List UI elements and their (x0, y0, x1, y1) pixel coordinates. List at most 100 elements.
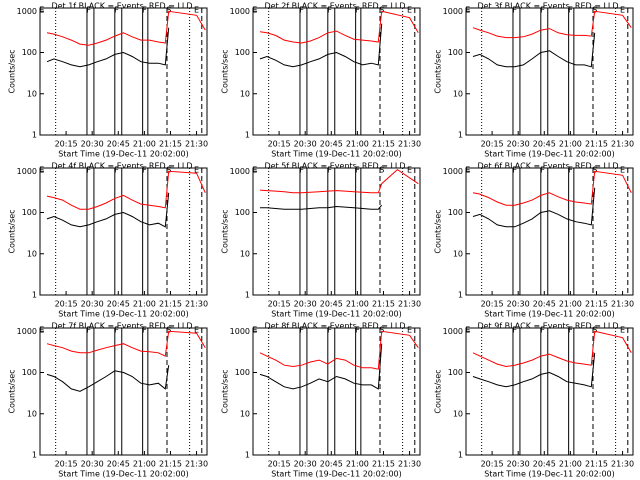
marker-letter: S (592, 6, 597, 15)
x-tick-label: 20:15 (481, 300, 504, 309)
y-tick-label: 100 (22, 48, 37, 57)
y-tick-label: 100 (235, 48, 250, 57)
series-line (46, 192, 170, 228)
chart-title: Det 7f BLACK = Events, RED = LLD (51, 322, 192, 331)
marker-letter: F (512, 326, 517, 335)
plot-frame (252, 327, 421, 456)
y-axis-label: Counts/sec (434, 369, 443, 413)
x-tick-label: 21:00 (346, 140, 369, 149)
marker-letter: E (465, 326, 470, 335)
series-line (472, 352, 596, 388)
series-line (46, 330, 206, 357)
marker-letter: E (39, 6, 44, 15)
y-tick-label: 1 (245, 451, 250, 460)
marker-letter: F (568, 6, 573, 15)
x-axis-label: Start Time (19-Dec-11 20:02:00) (58, 310, 189, 319)
plot-frame (39, 167, 208, 296)
plot-frame (39, 7, 208, 136)
y-axis-label: Counts/sec (8, 369, 17, 413)
marker-letter: E (620, 6, 625, 15)
marker-letter: F (512, 6, 517, 15)
series-line (259, 10, 419, 44)
series-line (46, 10, 206, 46)
marker-letter: F (540, 166, 545, 175)
x-tick-label: 21:30 (611, 460, 634, 469)
x-tick-label: 21:00 (346, 300, 369, 309)
y-tick-label: 10 (240, 409, 250, 418)
marker-letter: F (114, 166, 119, 175)
plot-frame (465, 7, 634, 136)
marker-letter: E (39, 166, 44, 175)
x-tick-label: 20:15 (268, 300, 291, 309)
x-tick-label: 21:30 (398, 460, 421, 469)
chart-title: Det 1f BLACK = Events, RED = LLD (51, 2, 192, 11)
marker-letter: S (379, 6, 384, 15)
x-tick-label: 20:45 (533, 460, 556, 469)
y-tick-label: 1000 (230, 327, 250, 336)
y-tick-label: 1 (245, 291, 250, 300)
marker-letter: F (86, 166, 91, 175)
y-tick-label: 1000 (17, 7, 37, 16)
y-tick-label: 1000 (443, 7, 463, 16)
series-line (472, 10, 632, 39)
marker-letter: E (252, 6, 257, 15)
y-tick-label: 10 (453, 89, 463, 98)
marker-letter: E (465, 166, 470, 175)
x-axis-label: Start Time (19-Dec-11 20:02:00) (484, 150, 615, 159)
x-tick-label: 21:15 (159, 140, 182, 149)
marker-letter: F (512, 166, 517, 175)
x-tick-label: 20:15 (55, 140, 78, 149)
x-axis-label: Start Time (19-Dec-11 20:02:00) (484, 470, 615, 479)
marker-letter: E (194, 326, 199, 335)
x-axis-label: Start Time (19-Dec-11 20:02:00) (484, 310, 615, 319)
y-tick-label: 10 (27, 409, 37, 418)
marker-letter: F (540, 326, 545, 335)
marker-letter: F (299, 6, 304, 15)
series-line (472, 330, 632, 368)
x-tick-label: 20:30 (507, 300, 530, 309)
marker-letter: F (568, 166, 573, 175)
x-tick-label: 21:15 (372, 140, 395, 149)
marker-letter: F (568, 326, 573, 335)
y-axis-label: Counts/sec (8, 49, 17, 93)
y-tick-label: 1000 (443, 167, 463, 176)
marker-letter: S (166, 326, 171, 335)
x-tick-label: 20:30 (81, 460, 104, 469)
marker-letter: S (592, 166, 597, 175)
y-tick-label: 100 (22, 208, 37, 217)
y-tick-label: 1000 (17, 167, 37, 176)
y-tick-label: 1 (245, 131, 250, 140)
series-line (46, 365, 170, 392)
marker-letter: E (620, 326, 625, 335)
y-tick-label: 100 (448, 48, 463, 57)
x-axis-label: Start Time (19-Dec-11 20:02:00) (271, 470, 402, 479)
marker-letter: E (407, 326, 412, 335)
y-tick-label: 10 (27, 249, 37, 258)
x-tick-label: 21:15 (159, 460, 182, 469)
x-axis-label: Start Time (19-Dec-11 20:02:00) (271, 310, 402, 319)
x-tick-label: 21:30 (398, 140, 421, 149)
x-tick-label: 21:30 (185, 300, 208, 309)
x-tick-label: 20:30 (294, 140, 317, 149)
x-tick-label: 20:15 (55, 460, 78, 469)
x-tick-label: 20:45 (107, 140, 130, 149)
y-tick-label: 1000 (230, 7, 250, 16)
series-line (472, 170, 632, 206)
y-tick-label: 100 (22, 368, 37, 377)
x-tick-label: 20:30 (294, 460, 317, 469)
marker-letter: F (299, 326, 304, 335)
x-tick-label: 21:15 (159, 300, 182, 309)
x-tick-label: 21:00 (133, 300, 156, 309)
x-tick-label: 21:00 (133, 460, 156, 469)
marker-letter: F (355, 6, 360, 15)
y-tick-label: 10 (453, 409, 463, 418)
marker-letter: S (166, 6, 171, 15)
y-axis-label: Counts/sec (221, 369, 230, 413)
y-axis-label: Counts/sec (8, 209, 17, 253)
x-axis-label: Start Time (19-Dec-11 20:02:00) (58, 470, 189, 479)
y-tick-label: 10 (240, 89, 250, 98)
x-tick-label: 21:15 (372, 460, 395, 469)
y-tick-label: 1 (458, 451, 463, 460)
series-line (259, 168, 419, 194)
x-tick-label: 21:00 (559, 140, 582, 149)
